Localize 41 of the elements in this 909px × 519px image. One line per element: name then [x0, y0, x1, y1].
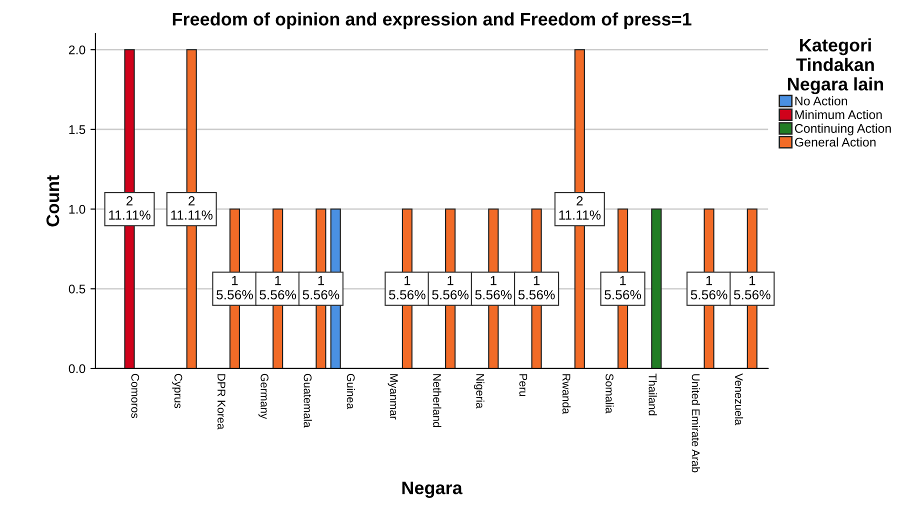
y-tick-label: 1.5 — [69, 125, 86, 134]
data-label: 1 5.56% — [432, 276, 469, 300]
y-tick-label: 0.5 — [68, 284, 86, 294]
y-tick-label: 2.0 — [68, 45, 86, 54]
y-axis-title: Count — [46, 175, 60, 226]
x-tick-label: Netherland — [433, 374, 442, 427]
x-axis-title: Negara — [402, 482, 462, 498]
x-tick-label: Myanmar — [388, 374, 398, 420]
x-tick-label: Guinea — [346, 374, 356, 410]
x-tick-label: Somalia — [606, 374, 614, 414]
data-label: 1 5.56% — [734, 276, 770, 300]
data-label: 2 11.11% — [559, 196, 601, 220]
legend-label: No Action — [795, 96, 848, 106]
legend-title: Kategori Tindakan Negara lain — [788, 38, 884, 94]
data-label: 1 5.56% — [518, 276, 555, 300]
chart-title: Freedom of opinion and expression and Freedom of press=1 — [172, 12, 692, 30]
data-label: 1 5.56% — [302, 276, 340, 300]
data-label: 1 5.56% — [389, 276, 426, 300]
x-tick-label: United Emirate Arab — [692, 374, 700, 472]
legend-label: General Action — [794, 137, 876, 147]
x-tick-label: DPR Korea — [218, 374, 226, 430]
data-label: 1 5.56% — [260, 276, 296, 300]
x-tick-label: Nigeria — [474, 374, 484, 409]
data-label: 1 5.56% — [475, 276, 512, 300]
data-label: 1 5.56% — [690, 276, 728, 300]
data-label: 1 5.56% — [604, 276, 642, 300]
legend-label: Minimum Action — [795, 110, 882, 120]
x-tick-label: Germany — [258, 374, 268, 420]
y-tick-label: 0.0 — [68, 364, 86, 374]
data-label: 2 11.11% — [109, 196, 150, 220]
legend-label: Continuing Action — [794, 124, 891, 136]
x-tick-label: Guatemala — [304, 374, 312, 428]
x-tick-label: Rwanda — [562, 374, 571, 414]
x-tick-label: Cyprus — [172, 374, 182, 408]
x-tick-label: Comoros — [131, 374, 140, 418]
x-tick-label: Thailand — [648, 374, 657, 416]
data-label: 2 11.11% — [171, 196, 213, 220]
x-tick-label: Peru — [519, 374, 528, 396]
x-tick-label: Venezuela — [734, 373, 744, 426]
data-label: 1 5.56% — [216, 276, 253, 300]
y-tick-label: 1.0 — [69, 204, 86, 214]
